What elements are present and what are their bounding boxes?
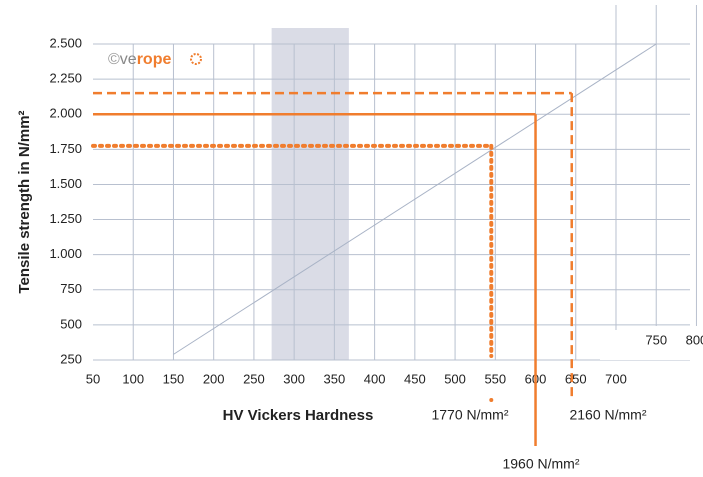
reference-label: 2160 N/mm² — [569, 407, 646, 423]
watermark-part: © — [108, 51, 120, 68]
x-tick-label: 250 — [243, 371, 265, 386]
reference-label: 1770 N/mm² — [431, 407, 508, 423]
y-tick-label: 2.000 — [49, 106, 82, 121]
x-tick-label: 700 — [605, 371, 627, 386]
y-axis-label: Tensile strength in N/mm² — [16, 110, 33, 293]
x-tick-label: 550 — [484, 371, 506, 386]
y-tick-label: 500 — [60, 316, 82, 331]
y-tick-label: 2.500 — [49, 35, 82, 50]
x-tick-label: 650 — [565, 371, 587, 386]
label-bg — [600, 330, 703, 360]
reference-label: 1960 N/mm² — [502, 456, 579, 472]
x-tick-label: 350 — [324, 371, 346, 386]
x-tick-label: 200 — [203, 371, 225, 386]
x-tick-label: 400 — [364, 371, 386, 386]
x-tick-label: 500 — [444, 371, 466, 386]
x-tick-label: 800 — [686, 332, 703, 347]
watermark-part: ve — [120, 51, 137, 68]
y-tick-label: 1.250 — [49, 211, 82, 226]
y-tick-label: 1.500 — [49, 176, 82, 191]
reference-dot — [489, 398, 494, 402]
x-tick-label: 50 — [86, 371, 100, 386]
x-tick-label: 150 — [163, 371, 185, 386]
y-tick-label: 250 — [60, 351, 82, 366]
watermark: ©verope — [108, 51, 171, 68]
y-tick-label: 1.750 — [49, 141, 82, 156]
line-series — [173, 43, 657, 355]
watermark-icon — [190, 53, 202, 65]
y-tick-label: 750 — [60, 281, 82, 296]
x-axis-label: HV Vickers Hardness — [223, 407, 374, 424]
watermark-part: rope — [137, 51, 172, 68]
y-tick-label: 2.250 — [49, 71, 82, 86]
x-tick-label: 300 — [283, 371, 305, 386]
shaded-band — [271, 28, 349, 360]
x-tick-label: 750 — [645, 332, 667, 347]
y-tick-label: 1.000 — [49, 246, 82, 261]
x-tick-label: 100 — [122, 371, 144, 386]
x-tick-label: 450 — [404, 371, 426, 386]
